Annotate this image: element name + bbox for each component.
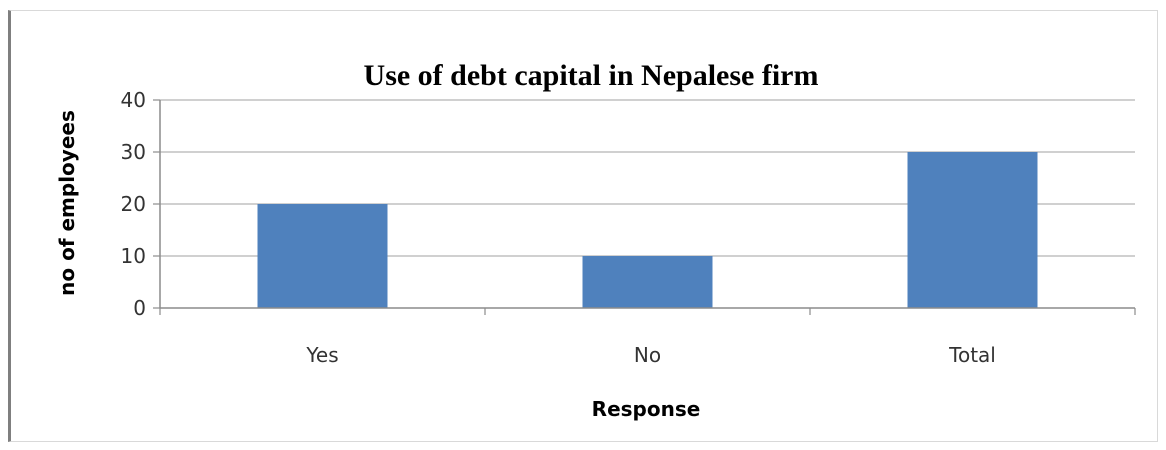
y-tick-label-20: 20 — [121, 192, 146, 216]
chart-title: Use of debt capital in Nepalese firm — [364, 59, 819, 92]
x-tick-label-no: No — [634, 343, 661, 367]
bars — [257, 152, 1038, 308]
y-tick-label-30: 30 — [121, 140, 146, 164]
bar-total — [907, 152, 1038, 308]
bar-yes — [257, 204, 388, 308]
y-tick-label-0: 0 — [133, 296, 146, 320]
x-tick-labels: Yes No Total — [305, 343, 996, 367]
y-axis-title: no of employees — [55, 110, 79, 296]
y-tick-label-10: 10 — [121, 244, 146, 268]
x-axis-title: Response — [592, 397, 701, 421]
chart-frame — [8, 10, 1158, 442]
y-tick-labels: 0 10 20 30 40 — [121, 88, 146, 320]
x-tick-label-total: Total — [948, 343, 996, 367]
y-tick-label-40: 40 — [121, 88, 146, 112]
axes — [153, 99, 1136, 315]
bar-no — [582, 256, 713, 308]
x-tick-label-yes: Yes — [305, 343, 338, 367]
